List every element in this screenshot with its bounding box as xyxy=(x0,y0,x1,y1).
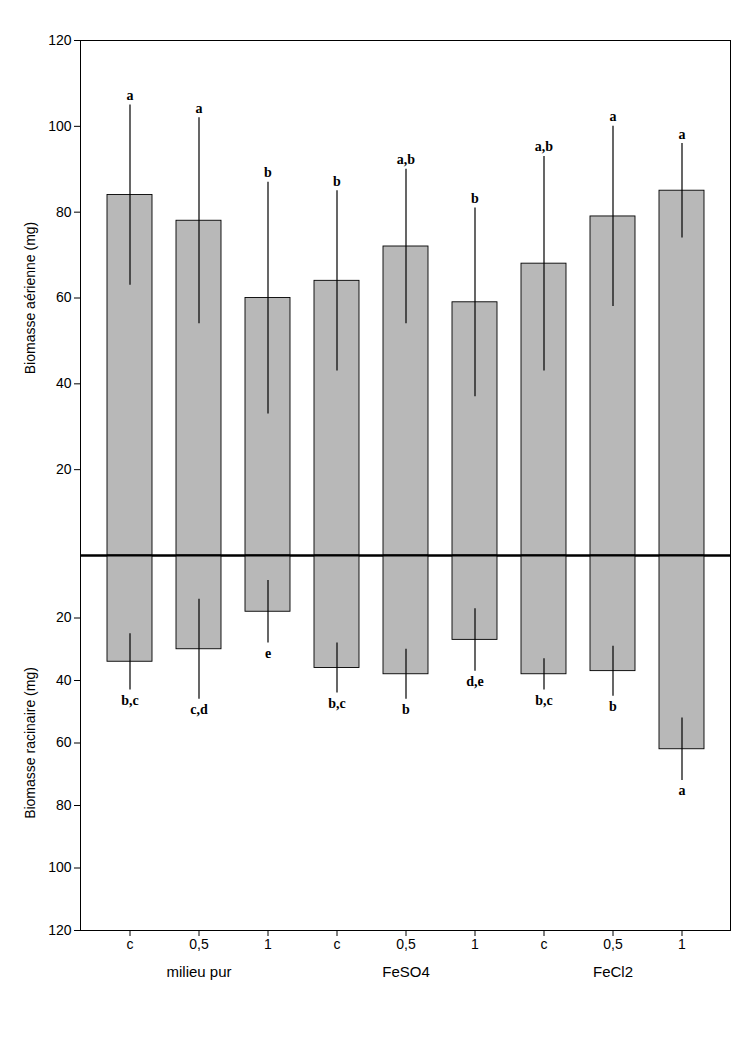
svg-text:a: a xyxy=(679,783,686,798)
svg-text:1: 1 xyxy=(471,936,479,952)
svg-text:0,5: 0,5 xyxy=(396,936,416,952)
svg-text:c,d: c,d xyxy=(190,702,208,717)
svg-text:a: a xyxy=(196,101,203,116)
svg-text:80: 80 xyxy=(56,797,72,813)
svg-text:FeCl2: FeCl2 xyxy=(593,963,633,980)
svg-text:120: 120 xyxy=(48,32,72,48)
svg-text:a: a xyxy=(679,127,686,142)
svg-text:0,5: 0,5 xyxy=(603,936,623,952)
svg-text:Biomasse racinaire (mg): Biomasse racinaire (mg) xyxy=(22,667,38,819)
svg-text:c: c xyxy=(541,936,548,952)
svg-text:80: 80 xyxy=(56,204,72,220)
svg-text:60: 60 xyxy=(56,289,72,305)
svg-text:e: e xyxy=(265,646,271,661)
svg-text:b: b xyxy=(264,165,272,180)
svg-text:1: 1 xyxy=(678,936,686,952)
svg-text:b,c: b,c xyxy=(328,696,346,711)
svg-text:a: a xyxy=(127,88,134,103)
svg-text:b: b xyxy=(609,699,617,714)
svg-text:100: 100 xyxy=(48,859,72,875)
svg-text:60: 60 xyxy=(56,734,72,750)
svg-text:a,b: a,b xyxy=(535,139,554,154)
svg-text:d,e: d,e xyxy=(466,674,484,689)
svg-text:120: 120 xyxy=(48,922,72,938)
svg-text:c: c xyxy=(127,936,134,952)
svg-text:0,5: 0,5 xyxy=(189,936,209,952)
svg-text:40: 40 xyxy=(56,375,72,391)
svg-text:20: 20 xyxy=(56,461,72,477)
svg-text:40: 40 xyxy=(56,672,72,688)
svg-text:20: 20 xyxy=(56,609,72,625)
svg-text:milieu pur: milieu pur xyxy=(166,963,231,980)
svg-text:b: b xyxy=(402,702,410,717)
svg-text:a,b: a,b xyxy=(397,152,416,167)
svg-text:b: b xyxy=(333,174,341,189)
svg-text:b,c: b,c xyxy=(535,693,553,708)
svg-text:Biomasse aérienne (mg): Biomasse aérienne (mg) xyxy=(22,222,38,375)
svg-text:b: b xyxy=(471,191,479,206)
svg-text:b,c: b,c xyxy=(121,693,139,708)
svg-text:100: 100 xyxy=(48,118,72,134)
svg-text:FeSO4: FeSO4 xyxy=(382,963,430,980)
svg-text:c: c xyxy=(334,936,341,952)
svg-text:1: 1 xyxy=(264,936,272,952)
svg-text:a: a xyxy=(610,109,617,124)
